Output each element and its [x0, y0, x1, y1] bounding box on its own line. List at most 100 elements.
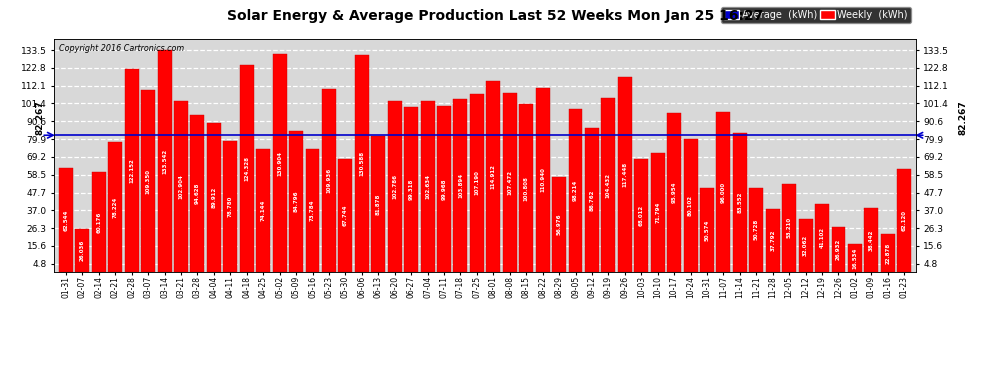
Text: 130.588: 130.588 [359, 151, 364, 176]
Text: 122.152: 122.152 [130, 158, 135, 183]
Text: 89.912: 89.912 [212, 187, 217, 208]
Text: 109.936: 109.936 [327, 168, 332, 193]
Text: 95.954: 95.954 [671, 182, 676, 203]
Bar [618, 77, 632, 272]
Bar [59, 168, 73, 272]
Bar [207, 123, 221, 272]
Text: 133.542: 133.542 [162, 148, 167, 174]
Bar [667, 112, 681, 272]
Bar [289, 131, 303, 272]
Text: 86.762: 86.762 [589, 189, 594, 210]
Text: 78.224: 78.224 [113, 196, 118, 217]
Text: 98.214: 98.214 [573, 180, 578, 201]
Bar [864, 208, 878, 272]
Text: 94.628: 94.628 [195, 183, 200, 204]
Text: 22.878: 22.878 [885, 242, 890, 264]
Text: 62.544: 62.544 [63, 209, 68, 231]
Text: 100.808: 100.808 [524, 176, 529, 201]
Text: 114.912: 114.912 [491, 164, 496, 189]
Text: 68.012: 68.012 [639, 205, 644, 226]
Bar [75, 229, 89, 272]
Bar [470, 94, 484, 272]
Text: 107.190: 107.190 [474, 170, 479, 195]
Bar [782, 183, 796, 272]
Bar [108, 142, 122, 272]
Bar [700, 188, 714, 272]
Bar [585, 128, 599, 272]
Text: 26.932: 26.932 [836, 239, 841, 260]
Text: Solar Energy & Average Production Last 52 Weeks Mon Jan 25 16:27: Solar Energy & Average Production Last 5… [227, 9, 763, 23]
Text: 41.102: 41.102 [820, 227, 825, 248]
Bar [272, 54, 287, 272]
Text: 84.796: 84.796 [294, 191, 299, 212]
Bar [174, 101, 188, 272]
Text: 37.792: 37.792 [770, 230, 775, 251]
Text: 26.036: 26.036 [80, 240, 85, 261]
Text: 67.744: 67.744 [343, 205, 347, 226]
Text: 102.634: 102.634 [425, 174, 430, 199]
Bar [815, 204, 829, 272]
Bar [765, 209, 780, 272]
Bar [142, 90, 155, 272]
Bar [536, 88, 549, 272]
Bar [897, 169, 911, 272]
Bar [240, 65, 253, 272]
Bar [354, 55, 369, 272]
Text: 50.574: 50.574 [705, 219, 710, 241]
Text: 16.534: 16.534 [852, 248, 857, 269]
Bar [306, 149, 320, 272]
Text: 50.728: 50.728 [753, 219, 758, 240]
Text: 80.102: 80.102 [688, 195, 693, 216]
Bar [125, 69, 139, 272]
Bar [339, 159, 352, 272]
Text: 103.894: 103.894 [458, 173, 463, 198]
Bar [650, 153, 664, 272]
Text: 96.000: 96.000 [721, 182, 726, 203]
Text: 81.878: 81.878 [376, 193, 381, 214]
Text: 104.432: 104.432 [606, 172, 611, 198]
Bar [322, 89, 336, 272]
Bar [371, 136, 385, 272]
Text: 53.210: 53.210 [787, 217, 792, 238]
Text: 38.442: 38.442 [869, 229, 874, 251]
Bar [453, 99, 467, 272]
Text: 124.328: 124.328 [245, 156, 249, 181]
Bar [486, 81, 500, 272]
Legend: Average  (kWh), Weekly  (kWh): Average (kWh), Weekly (kWh) [722, 7, 911, 23]
Bar [683, 139, 698, 272]
Text: 56.976: 56.976 [556, 214, 561, 236]
Text: 109.350: 109.350 [146, 169, 150, 194]
Bar [832, 227, 845, 272]
Bar [568, 109, 582, 272]
Bar [92, 172, 106, 272]
Text: 102.904: 102.904 [178, 174, 183, 199]
Text: 99.968: 99.968 [442, 178, 446, 200]
Text: Copyright 2016 Cartronics.com: Copyright 2016 Cartronics.com [58, 44, 184, 53]
Text: 99.318: 99.318 [409, 179, 414, 200]
Text: 62.120: 62.120 [902, 210, 907, 231]
Bar [190, 115, 205, 272]
Text: 117.448: 117.448 [623, 162, 628, 187]
Bar [733, 133, 746, 272]
Bar [404, 107, 418, 272]
Bar [635, 159, 648, 272]
Bar [717, 112, 731, 272]
Text: 60.176: 60.176 [96, 211, 101, 232]
Text: 74.144: 74.144 [260, 200, 265, 221]
Bar [799, 219, 813, 272]
Text: 32.062: 32.062 [803, 235, 808, 256]
Bar [519, 105, 534, 272]
Bar [388, 101, 402, 272]
Text: 110.940: 110.940 [541, 167, 545, 192]
Bar [256, 149, 270, 272]
Text: 102.786: 102.786 [392, 174, 397, 199]
Text: 78.780: 78.780 [228, 196, 233, 217]
Text: 82.267: 82.267 [36, 100, 45, 135]
Bar [848, 244, 862, 272]
Bar [881, 234, 895, 272]
Bar [601, 99, 616, 272]
Bar [421, 101, 435, 272]
Bar [157, 50, 171, 272]
Bar [437, 106, 451, 272]
Text: 71.794: 71.794 [655, 202, 660, 223]
